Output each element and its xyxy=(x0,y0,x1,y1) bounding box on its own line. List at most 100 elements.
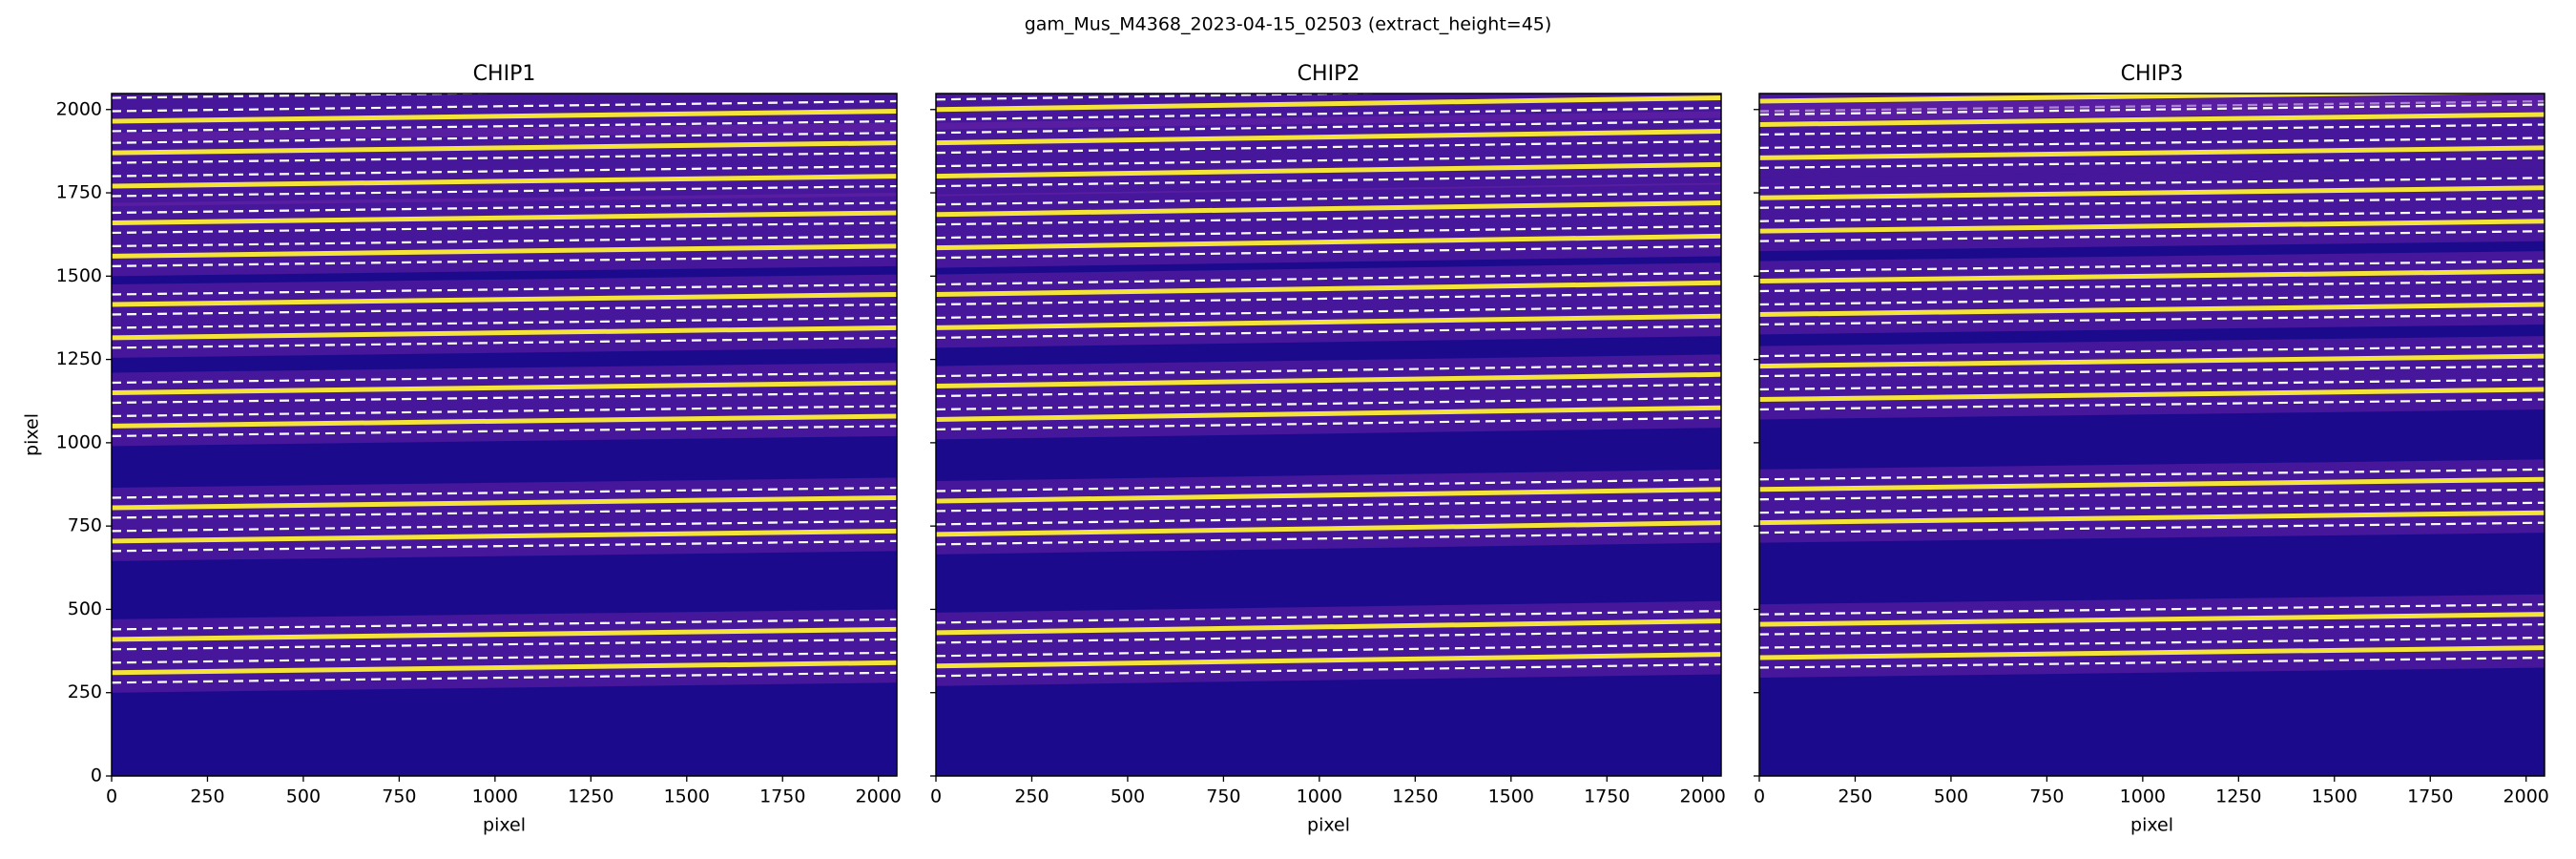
order-band xyxy=(936,262,1721,348)
extraction-limit xyxy=(1759,313,2545,326)
trace xyxy=(936,95,1721,113)
trace xyxy=(936,520,1721,537)
extraction-limit xyxy=(1759,157,2545,169)
trace xyxy=(936,487,1721,504)
order-band xyxy=(1759,94,2545,178)
x-tick-label: 1500 xyxy=(2312,786,2358,807)
x-tick-label: 1500 xyxy=(664,786,710,807)
extraction-limit xyxy=(112,671,897,684)
extraction-limit xyxy=(112,638,897,651)
extraction-limit xyxy=(1759,623,2545,636)
extraction-limit xyxy=(112,99,897,113)
extraction-limit xyxy=(1759,123,2545,136)
extraction-limit xyxy=(1759,197,2545,209)
extraction-limit xyxy=(112,519,897,533)
x-tick-label: 750 xyxy=(382,786,416,807)
extraction-limit xyxy=(1759,293,2545,306)
y-tick-label: 1250 xyxy=(56,348,102,369)
extraction-limit xyxy=(936,478,1721,492)
trace xyxy=(1759,112,2545,127)
extraction-limit xyxy=(936,532,1721,546)
extraction-limit xyxy=(1759,488,2545,501)
extraction-limit xyxy=(936,325,1721,340)
extraction-limit xyxy=(112,283,897,296)
figure-title: gam_Mus_M4368_2023-04-15_02503 (extract_… xyxy=(1025,14,1552,35)
extraction-limit xyxy=(936,119,1721,135)
extraction-limit xyxy=(112,651,897,664)
trace xyxy=(1759,353,2545,369)
x-tick-label: 1000 xyxy=(1297,786,1342,807)
extraction-limit xyxy=(112,255,897,267)
trace xyxy=(112,292,897,307)
x-tick-label: 1250 xyxy=(568,786,613,807)
panel-title: CHIP1 xyxy=(473,62,536,86)
trace xyxy=(1759,510,2545,526)
extraction-limit xyxy=(112,486,897,499)
trace xyxy=(112,380,897,396)
extraction-limit xyxy=(1759,365,2545,378)
extraction-limit xyxy=(112,94,535,99)
trace xyxy=(936,371,1721,389)
extraction-limit xyxy=(1759,177,2545,189)
x-tick-label: 0 xyxy=(930,786,942,807)
axes-frame xyxy=(1758,93,2545,777)
y-tick-label: 250 xyxy=(68,681,102,702)
x-tick-label: 1750 xyxy=(1584,786,1630,807)
extraction-limit xyxy=(112,221,897,235)
order-band xyxy=(112,122,897,207)
extraction-limit xyxy=(112,316,897,329)
image-content xyxy=(112,94,897,693)
order-band xyxy=(1759,251,2545,335)
order-band xyxy=(112,477,897,561)
order-band xyxy=(112,363,897,447)
extraction-limit xyxy=(112,539,897,553)
trace xyxy=(112,140,897,156)
y-tick-label: 0 xyxy=(91,765,102,786)
trace xyxy=(1759,645,2545,660)
extraction-limit xyxy=(1759,230,2545,242)
x-tick-label: 1250 xyxy=(2215,786,2261,807)
extraction-limit xyxy=(936,224,1721,240)
extraction-limit xyxy=(112,119,897,133)
x-tick-label: 2000 xyxy=(2503,786,2549,807)
extraction-limit xyxy=(1759,280,2545,293)
trace xyxy=(112,325,897,341)
extraction-limit xyxy=(1759,637,2545,649)
x-tick-label: 500 xyxy=(1934,786,1968,807)
extraction-limit xyxy=(936,211,1721,226)
extraction-limit xyxy=(936,662,1721,678)
x-axis-label: pixel xyxy=(2130,815,2173,836)
extraction-limit xyxy=(112,618,897,631)
trace xyxy=(1759,145,2545,160)
order-band xyxy=(936,182,1721,268)
trace xyxy=(1759,268,2545,284)
extraction-limit xyxy=(936,173,1721,188)
x-tick-label: 1000 xyxy=(2120,786,2166,807)
trace xyxy=(936,233,1721,251)
trace xyxy=(936,161,1721,179)
extraction-limit xyxy=(1759,398,2545,411)
x-tick-label: 1000 xyxy=(472,786,518,807)
panel-title: CHIP2 xyxy=(1298,62,1361,86)
x-tick-label: 0 xyxy=(1754,786,1765,807)
extraction-limit xyxy=(1759,603,2545,616)
y-tick-label: 1500 xyxy=(56,265,102,286)
x-tick-label: 1500 xyxy=(1488,786,1534,807)
extraction-limit xyxy=(112,371,897,385)
extraction-limit xyxy=(112,506,897,519)
x-tick-label: 250 xyxy=(1014,786,1049,807)
extraction-limit xyxy=(936,416,1721,431)
extraction-limit xyxy=(936,291,1721,306)
trace xyxy=(112,174,897,189)
trace xyxy=(1759,94,2545,104)
extraction-limit xyxy=(1759,103,2545,116)
extraction-limit xyxy=(936,512,1721,526)
extraction-limit xyxy=(936,244,1721,260)
x-axis-label: pixel xyxy=(483,815,526,836)
trace xyxy=(112,243,897,259)
order-band xyxy=(936,600,1721,686)
extraction-limit xyxy=(112,152,897,164)
trace xyxy=(936,618,1721,636)
trace xyxy=(1759,476,2545,492)
